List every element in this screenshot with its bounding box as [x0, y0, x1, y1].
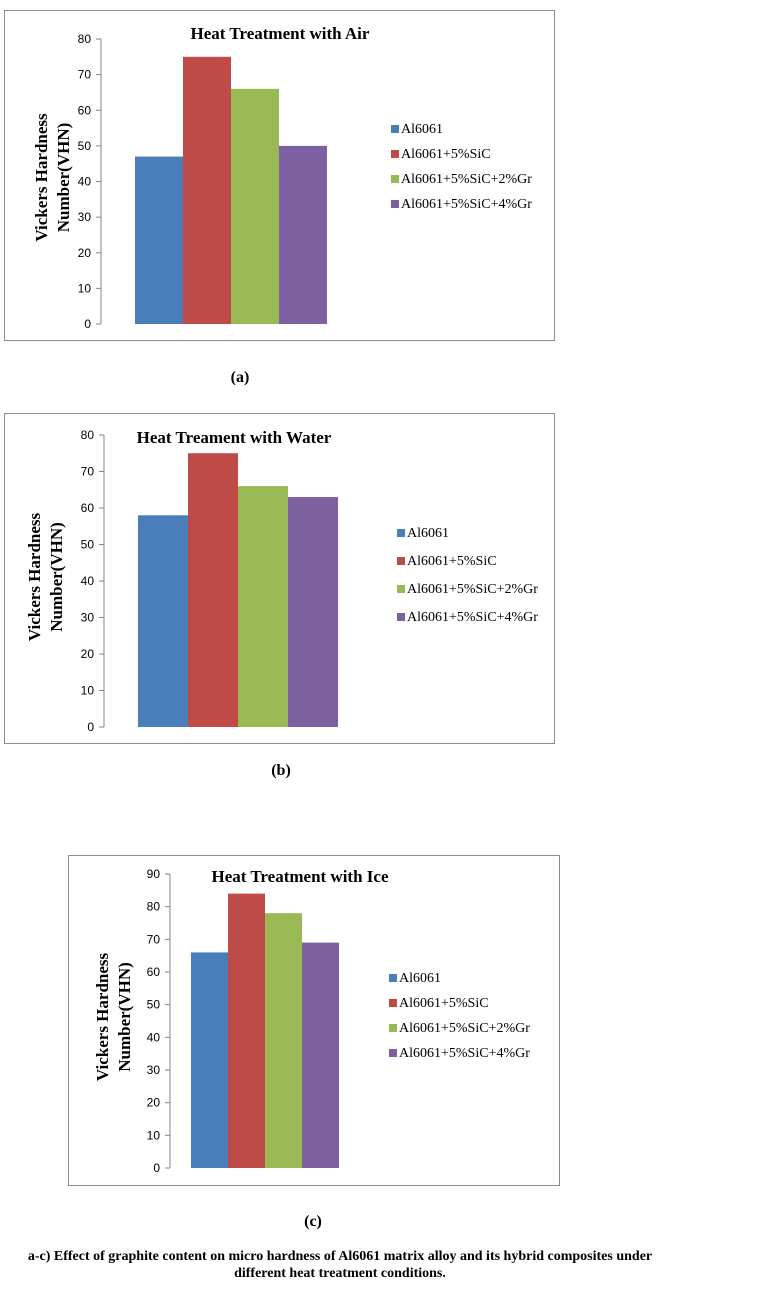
legend-swatch	[389, 1049, 397, 1057]
bar-al6061-5-sic-4-gr	[288, 497, 338, 727]
bar-al6061-5-sic-2-gr	[231, 88, 279, 324]
y-tick-label: 80	[81, 428, 95, 442]
chart-title: Heat Treament with Water	[137, 428, 332, 447]
legend-label: Al6061+5%SiC+2%Gr	[399, 1021, 530, 1036]
chart-title: Heat Treatment with Ice	[211, 867, 388, 886]
y-tick-label: 40	[78, 175, 92, 189]
chart-ice: Heat Treatment with Ice 0 10 20 30 40 50 60 70 80…	[68, 855, 560, 1186]
y-tick-label: 50	[81, 538, 95, 552]
y-tick-label: 20	[81, 647, 95, 661]
legend-swatch	[389, 999, 397, 1007]
bar-al6061-5-sic-4-gr	[302, 942, 339, 1168]
legend-swatch	[397, 529, 405, 537]
y-tick-label: 40	[147, 1030, 161, 1044]
caption-line-2: different heat treatment conditions.	[234, 1266, 446, 1281]
y-tick-label: 30	[147, 1063, 161, 1077]
chart-water: Heat Treament with Water 0 10 20 30 40 50 60 70 8…	[4, 413, 555, 744]
legend-label: Al6061	[401, 122, 443, 137]
chart-air-svg: Heat Treatment with Air 0 10 20 30 40 50 60 70 80…	[32, 24, 532, 331]
y-tick-label: 30	[78, 210, 92, 224]
bar-al6061	[191, 952, 228, 1168]
y-axis-label-line-1: Vickers Hardness	[32, 113, 51, 242]
legend-label: Al6061+5%SiC	[401, 147, 491, 162]
y-tick-label: 70	[147, 932, 161, 946]
y-tick-label: 80	[147, 900, 161, 914]
y-tick-label: 20	[147, 1096, 161, 1110]
y-tick-label: 50	[78, 139, 92, 153]
y-tick-label: 60	[81, 501, 95, 515]
y-tick-label: 10	[147, 1128, 161, 1142]
chart-water-svg: Heat Treament with Water 0 10 20 30 40 50 60 70 8…	[25, 428, 538, 734]
legend-label: Al6061+5%SiC	[407, 554, 497, 569]
y-tick-label: 70	[78, 68, 92, 82]
legend-label: Al6061+5%SiC+2%Gr	[407, 582, 538, 597]
y-tick-label: 40	[81, 574, 95, 588]
bar-al6061	[138, 515, 188, 727]
panel-label-c: (c)	[304, 1213, 322, 1230]
chart-title: Heat Treatment with Air	[191, 24, 370, 43]
y-tick-label: 20	[78, 246, 92, 260]
bar-al6061-5-sic-2-gr	[238, 486, 288, 727]
panel-label-a: (a)	[230, 369, 250, 386]
legend-swatch	[389, 1024, 397, 1032]
y-tick-label: 60	[78, 103, 92, 117]
legend-swatch	[391, 175, 399, 183]
legend-label: Al6061	[407, 526, 449, 541]
y-axis-label-line-2: Number(VHN)	[47, 522, 66, 632]
bar-al6061-5-sic	[183, 56, 231, 324]
legend-label: Al6061	[399, 971, 441, 986]
panel-label-b: (b)	[271, 762, 291, 779]
legend-swatch	[397, 613, 405, 621]
chart-air: Heat Treatment with Air 0 10 20 30 40 50 60 70 80…	[4, 10, 555, 341]
legend-swatch	[391, 200, 399, 208]
y-tick-label: 10	[78, 281, 92, 295]
y-tick-label: 0	[153, 1161, 160, 1175]
y-tick-label: 0	[87, 720, 94, 734]
y-tick-label: 70	[81, 465, 95, 479]
y-tick-label: 60	[147, 965, 161, 979]
y-tick-label: 80	[78, 32, 92, 46]
y-axis-label-line-2: Number(VHN)	[115, 962, 134, 1072]
bar-al6061-5-sic	[188, 453, 238, 727]
legend-swatch	[397, 585, 405, 593]
chart-ice-svg: Heat Treatment with Ice 0 10 20 30 40 50 60 70 80…	[93, 867, 530, 1175]
y-tick-label: 0	[84, 317, 91, 331]
legend-label: Al6061+5%SiC+4%Gr	[407, 610, 538, 625]
legend-label: Al6061+5%SiC+4%Gr	[399, 1046, 530, 1061]
bar-al6061-5-sic-4-gr	[279, 145, 327, 324]
y-tick-label: 50	[147, 998, 161, 1012]
legend-swatch	[389, 974, 397, 982]
caption-line-1: a-c) Effect of graphite content on micro…	[27, 1249, 653, 1264]
legend-swatch	[391, 125, 399, 133]
legend-label: Al6061+5%SiC	[399, 996, 489, 1011]
legend-swatch	[391, 150, 399, 158]
bar-al6061	[135, 156, 183, 324]
legend-label: Al6061+5%SiC+2%Gr	[401, 172, 532, 187]
y-axis-label-line-2: Number(VHN)	[54, 123, 73, 233]
y-tick-label: 90	[147, 867, 161, 881]
y-axis-label-line-1: Vickers Hardness	[93, 952, 112, 1081]
y-tick-label: 30	[81, 611, 95, 625]
bar-al6061-5-sic-2-gr	[265, 913, 302, 1168]
legend-swatch	[397, 557, 405, 565]
legend-label: Al6061+5%SiC+4%Gr	[401, 197, 532, 212]
y-axis-label-line-1: Vickers Hardness	[25, 512, 44, 641]
bar-al6061-5-sic	[228, 893, 265, 1168]
y-tick-label: 10	[81, 684, 95, 698]
